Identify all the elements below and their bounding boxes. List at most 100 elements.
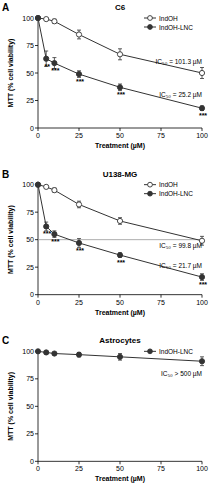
x-tick-label: 25 (75, 299, 83, 306)
legend-label: IndOH (159, 181, 178, 188)
significance: *** (199, 112, 207, 119)
point (117, 252, 122, 257)
x-tick-label: 75 (157, 132, 165, 139)
point (44, 224, 49, 229)
series-line (38, 185, 202, 241)
panel: AC602550751000255075100Treatment (µM)MTT… (2, 2, 208, 150)
plot-area (35, 349, 204, 366)
title: C6 (115, 3, 126, 12)
point (117, 85, 122, 90)
significance: *** (117, 91, 125, 98)
annotation: IC₅₀ > 500 µM (161, 370, 202, 378)
x-tick (79, 295, 80, 298)
y-tick (35, 461, 38, 462)
point (35, 349, 40, 354)
x-tick (202, 128, 203, 131)
error-bar (118, 354, 122, 361)
legend-marker (148, 349, 153, 354)
point (199, 359, 204, 364)
point (44, 56, 49, 61)
y-tick (35, 100, 38, 101)
point (35, 15, 40, 20)
title: U138-MG (103, 170, 138, 179)
x-tick-label: 75 (157, 465, 165, 472)
significance: *** (76, 78, 84, 85)
error-bar (77, 352, 81, 356)
point (199, 106, 204, 111)
x-tick (38, 295, 39, 298)
x-axis-label: Treatment (µM) (95, 475, 145, 483)
error-cap (118, 59, 122, 60)
point (199, 274, 204, 279)
y-tick (35, 239, 38, 240)
x-axis-label: Treatment (µM) (95, 309, 145, 317)
error-bar (118, 253, 122, 257)
legend-marker (148, 16, 153, 21)
y-tick-label: 0 (30, 291, 34, 298)
significance: *** (43, 230, 51, 237)
annotation: IC₅₀ = 99.8 µM (159, 242, 202, 250)
panel-label: C (2, 335, 9, 346)
panel: CAstrocytes02550751000255075100Treatment… (2, 335, 208, 483)
error-cap (44, 51, 48, 52)
legend-label: IndOH-LNC (159, 348, 193, 355)
legend-marker (148, 182, 153, 187)
error-bar (200, 357, 204, 366)
point (44, 350, 49, 355)
y-tick-label: 25 (26, 430, 34, 437)
error-bar (118, 84, 122, 91)
error-cap (200, 67, 204, 68)
y-tick-label: 50 (26, 403, 34, 410)
error-cap (200, 78, 204, 79)
error-bar (52, 231, 56, 238)
x-tick (161, 128, 162, 131)
y-tick-label: 100 (22, 181, 34, 188)
error-cap (52, 57, 56, 58)
point (35, 182, 40, 187)
x-tick (120, 461, 121, 464)
x-tick-label: 100 (196, 132, 208, 139)
x-axis-label: Treatment (µM) (95, 142, 145, 150)
y-tick (35, 73, 38, 74)
series-line (38, 18, 202, 73)
y-tick-label: 50 (26, 236, 34, 243)
x-tick (120, 128, 121, 131)
x-tick-label: 25 (75, 132, 83, 139)
y-tick (35, 128, 38, 129)
y-tick-label: 50 (26, 70, 34, 77)
x-tick (79, 128, 80, 131)
point (52, 351, 57, 356)
y-tick-label: 0 (30, 458, 34, 465)
x-tick (120, 295, 121, 298)
y-tick-label: 25 (26, 264, 34, 271)
y-tick-label: 75 (26, 375, 34, 382)
y-tick (35, 45, 38, 46)
point (52, 188, 57, 193)
significance: *** (51, 238, 59, 245)
error-cap (118, 48, 122, 49)
annotation: IC₅₀ = 25.2 µM (159, 91, 202, 99)
x-tick-label: 25 (75, 465, 83, 472)
point (76, 352, 81, 357)
error-cap (44, 222, 48, 223)
series-line (38, 185, 202, 277)
point (117, 354, 122, 359)
x-tick (202, 295, 203, 298)
error-bar (200, 274, 204, 281)
x-tick (79, 461, 80, 464)
y-tick-label: 75 (26, 42, 34, 49)
y-tick (35, 406, 38, 407)
y-tick (35, 267, 38, 268)
x-tick-label: 100 (196, 465, 208, 472)
legend-label: IndOH (159, 15, 178, 22)
figure: AC602550751000255075100Treatment (µM)MTT… (0, 0, 213, 500)
y-tick-label: 100 (22, 15, 34, 22)
point (44, 184, 49, 189)
x-tick-label: 50 (116, 132, 124, 139)
annotation: IC₅₀ = 21.7 µM (159, 262, 202, 270)
legend-marker (148, 25, 153, 30)
x-tick-label: 0 (36, 132, 40, 139)
y-tick (35, 212, 38, 213)
x-tick (161, 461, 162, 464)
x-tick-label: 100 (196, 299, 208, 306)
